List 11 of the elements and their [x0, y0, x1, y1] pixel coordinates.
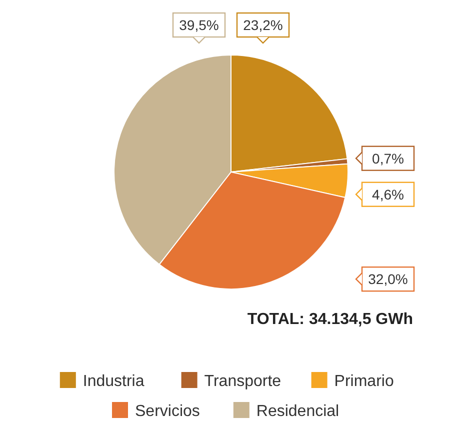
text: TOTAL: 34.134,5 GWh: [247, 311, 413, 328]
legend-label: Residencial: [256, 403, 340, 420]
legend-label: Transporte: [204, 373, 282, 390]
data-label: 23,2%: [243, 17, 283, 33]
data-label: 32,0%: [368, 271, 408, 288]
legend-label: Servicios: [135, 403, 200, 420]
data-label: 4,6%: [372, 186, 404, 202]
data-label: 39,5%: [179, 17, 219, 33]
data-label: 0,7%: [372, 150, 404, 166]
legend-label: Industria: [82, 373, 144, 390]
legend-label: Primario: [334, 373, 394, 390]
